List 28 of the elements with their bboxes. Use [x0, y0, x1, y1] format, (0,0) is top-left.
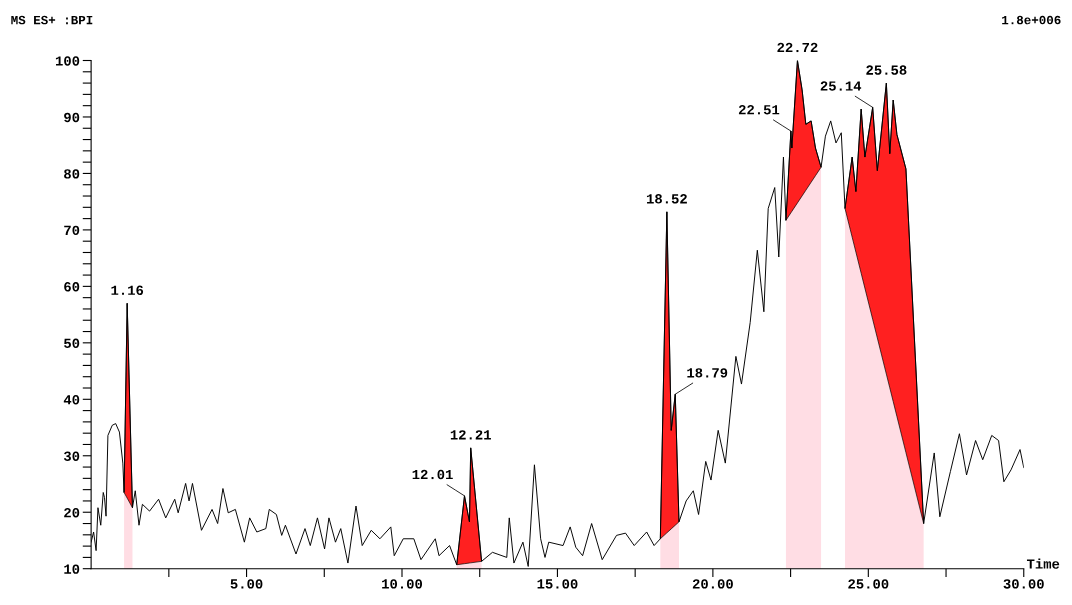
text: 1.8e+006 — [1002, 15, 1061, 25]
annotation: 1.16 — [111, 285, 144, 296]
x-tick-label: 25.00 — [848, 579, 889, 589]
annotation: 22.51 — [738, 105, 780, 115]
y-tick-label: 10 — [64, 564, 80, 574]
y-tick-label: 90 — [64, 112, 80, 123]
y-tick-label: 30 — [63, 451, 80, 461]
annotation: 25.58 — [866, 65, 907, 75]
x-tick-label: 10.00 — [382, 579, 423, 589]
annotation: 18.52 — [646, 194, 687, 204]
y-tick-label: 70 — [64, 225, 80, 236]
annotation: 22.72 — [777, 42, 818, 53]
y-tick-label: 40 — [63, 395, 80, 405]
y-tick-label: 50 — [64, 338, 80, 348]
annotation: 18.79 — [687, 368, 728, 378]
annotation: 12.01 — [412, 469, 453, 480]
x-tick-label: 15.00 — [537, 579, 578, 589]
annotation: 25.14 — [820, 81, 862, 91]
x-tick-label: 30.00 — [1003, 579, 1044, 589]
annotation: 12.21 — [450, 430, 491, 440]
y-tick-label: 80 — [64, 169, 80, 179]
y-tick-label: 60 — [64, 282, 80, 292]
y-tick-label: 20 — [64, 507, 80, 518]
x-axis-title: Time — [1026, 558, 1060, 569]
x-tick-label: 5.00 — [230, 579, 263, 589]
x-tick-label: 20.00 — [692, 579, 733, 589]
text: MS ES+ :BPI — [11, 15, 93, 25]
y-tick-label: 100 — [55, 56, 80, 66]
